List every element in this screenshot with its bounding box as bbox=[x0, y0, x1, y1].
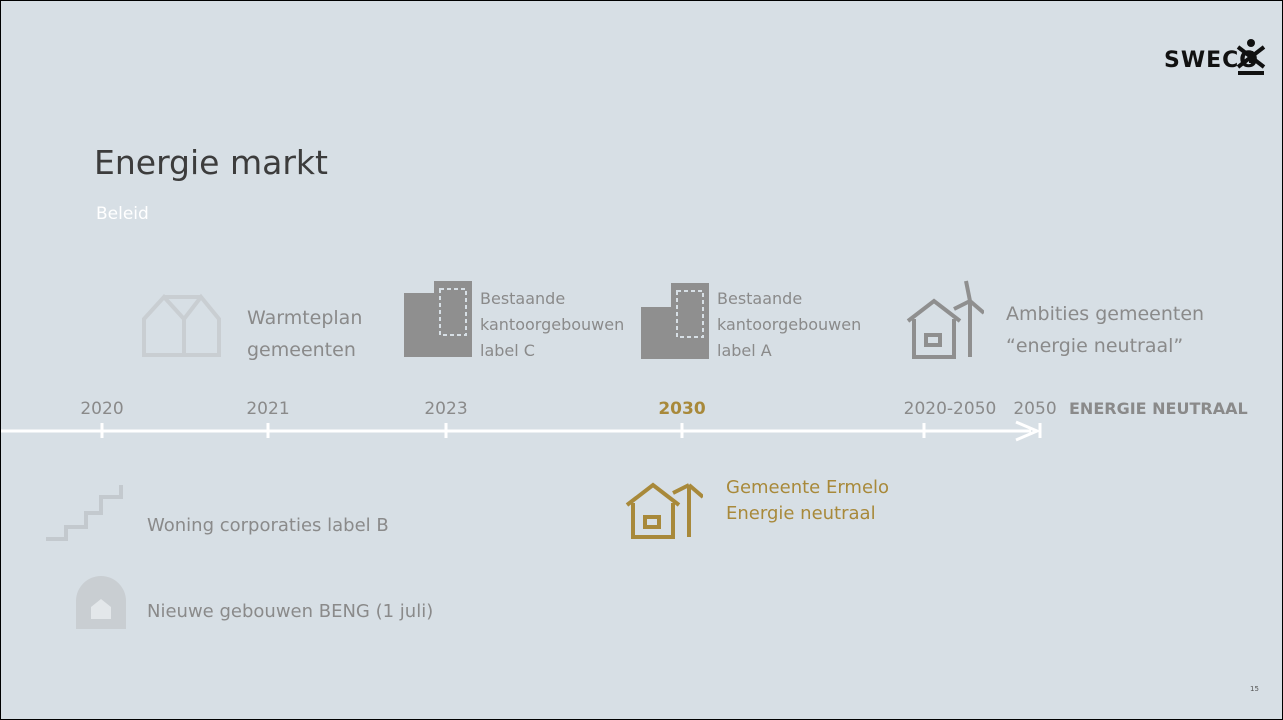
event-line: Gemeente Ermelo bbox=[726, 477, 890, 498]
event-text: Nieuwe gebouwen BENG (1 juli) bbox=[147, 599, 433, 625]
event-line: Woning corporaties label B bbox=[147, 515, 389, 536]
event-line: label C bbox=[480, 341, 535, 360]
year-label: 2050 bbox=[1013, 399, 1057, 419]
office-icon bbox=[404, 281, 472, 357]
year-label: 2030 bbox=[658, 399, 706, 419]
year-label: 2020-2050 bbox=[903, 399, 997, 419]
event-text: Warmteplan gemeenten bbox=[247, 302, 362, 366]
timeline bbox=[1, 420, 1042, 442]
dome-icon bbox=[76, 576, 126, 629]
event-line: Energie neutraal bbox=[726, 503, 876, 524]
event-line: Bestaande bbox=[717, 289, 803, 308]
event-line: Warmteplan bbox=[247, 307, 363, 329]
year-label: 2023 bbox=[424, 399, 468, 419]
year-label: 2021 bbox=[246, 399, 290, 419]
page-number: 15 bbox=[1250, 685, 1259, 693]
stairs-icon bbox=[46, 485, 123, 541]
event-line: Nieuwe gebouwen BENG (1 juli) bbox=[147, 601, 434, 622]
event-line: kantoorgebouwen bbox=[480, 315, 625, 334]
event-line: “energie neutraal” bbox=[1006, 335, 1184, 357]
event-line: label A bbox=[717, 341, 772, 360]
event-line: Bestaande bbox=[480, 289, 566, 308]
event-text: Ambities gemeenten “energie neutraal” bbox=[1006, 298, 1204, 362]
event-line: gemeenten bbox=[247, 339, 356, 361]
event-text: Woning corporaties label B bbox=[147, 513, 389, 539]
year-note: ENERGIE NEUTRAAL bbox=[1069, 399, 1248, 418]
year-label: 2020 bbox=[80, 399, 124, 419]
title: Energie markt bbox=[94, 143, 328, 182]
event-line: kantoorgebouwen bbox=[717, 315, 862, 334]
event-text: Bestaande kantoorgebouwen label C bbox=[480, 286, 624, 364]
event-line: Ambities gemeenten bbox=[1006, 303, 1205, 325]
event-text: Gemeente Ermelo Energie neutraal bbox=[726, 475, 889, 527]
wind-house-icon bbox=[625, 482, 703, 539]
event-text: Bestaande kantoorgebouwen label A bbox=[717, 286, 861, 364]
office-icon bbox=[641, 283, 709, 359]
wind-house-icon bbox=[906, 280, 984, 359]
houses-icon bbox=[142, 293, 221, 357]
logo-icon bbox=[1236, 39, 1266, 75]
subtitle: Beleid bbox=[96, 204, 149, 224]
